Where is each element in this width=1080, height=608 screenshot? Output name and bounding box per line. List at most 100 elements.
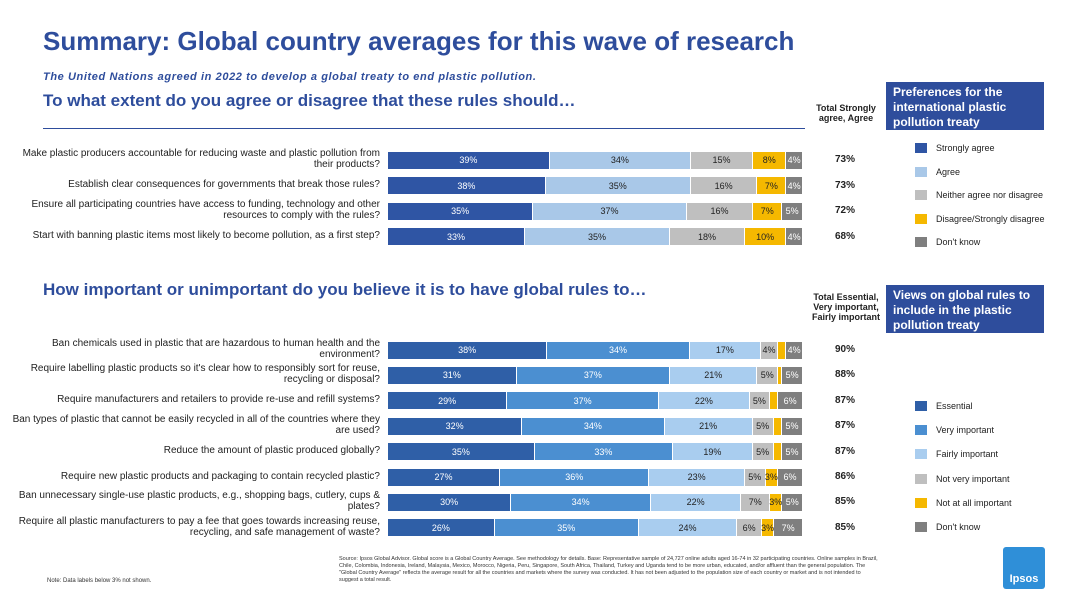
data-label: 4%: [787, 155, 801, 165]
bar-segment: 38%: [388, 341, 548, 359]
bar-segment: 32%: [388, 417, 523, 435]
logo: Ipsos: [1003, 547, 1045, 589]
data-label: 5%: [752, 395, 766, 406]
bar-segment: 33%: [534, 443, 674, 461]
data-label: 16%: [714, 180, 733, 191]
data-label: 8%: [762, 155, 776, 165]
data-label: 5%: [785, 421, 799, 432]
source-note: Source: Ipsos Global Advisor. Global sco…: [339, 556, 878, 583]
category-label: Ban types of plastic that cannot be easi…: [12, 414, 380, 437]
legend-swatch: [915, 522, 927, 532]
data-label: 6%: [783, 395, 797, 406]
category-label: Ban chemicals used in plastic that are h…: [52, 338, 380, 360]
bar-segment: 19%: [673, 443, 753, 461]
bar-segment: 35%: [545, 177, 691, 195]
divider: [43, 128, 805, 129]
bar-segment: 5%: [782, 417, 803, 435]
data-label: 5%: [785, 370, 799, 381]
total-value: 73%: [834, 154, 855, 165]
data-label: 27%: [434, 472, 453, 482]
total-header: Total Essential, Very important, Fairly …: [811, 292, 880, 322]
bar-segment: [777, 341, 787, 359]
legend-label: Very important: [936, 425, 995, 436]
data-label: 39%: [459, 155, 478, 165]
data-label: 3%: [764, 472, 778, 482]
total-value: 85%: [834, 496, 855, 508]
total-header: Total Strongly agree, Agree: [816, 103, 876, 123]
category-label: Make plastic producers accountable for r…: [22, 148, 380, 170]
bar-segment: 35%: [524, 228, 671, 246]
legend-title: Preferences for the international plasti…: [886, 82, 1044, 130]
legend-swatch: [915, 497, 927, 508]
data-label: 5%: [785, 206, 799, 217]
category-label: Ensure all participating countries have …: [31, 199, 380, 222]
bar-segment: 10%: [744, 228, 787, 246]
bar-segment: 18%: [670, 228, 745, 246]
legend-label: Agree: [936, 166, 961, 177]
data-label: 6%: [742, 522, 756, 533]
total-value: 86%: [834, 471, 855, 482]
bar-segment: 3%: [761, 519, 775, 537]
legend-label: Disagree/Strongly disagree: [936, 213, 1045, 224]
data-label: 37%: [573, 395, 592, 406]
data-label: 23%: [687, 472, 706, 482]
bar-segment: 6%: [778, 468, 803, 486]
data-label: 7%: [760, 206, 774, 217]
data-label: 29%: [438, 395, 457, 406]
data-label: 38%: [458, 345, 477, 355]
bar-segment: 38%: [388, 177, 546, 195]
data-label: 5%: [785, 497, 799, 508]
bar-segment: 37%: [507, 392, 660, 410]
data-label: 34%: [610, 155, 629, 165]
bar-segment: 5%: [752, 443, 774, 461]
bar-segment: 29%: [388, 392, 508, 410]
bar-segment: 8%: [753, 151, 787, 169]
bar-segment: 3%: [764, 468, 779, 486]
legend-swatch: [915, 143, 927, 153]
bar-segment: 5%: [782, 493, 803, 511]
bar-segment: 3%: [769, 493, 783, 511]
bar-segment: 5%: [782, 366, 803, 384]
data-label: 36%: [565, 472, 584, 482]
bar-segment: 6%: [737, 519, 762, 537]
data-label: 34%: [583, 421, 602, 432]
bar-segment: 5%: [757, 366, 779, 384]
bar-segment: 7%: [774, 519, 803, 537]
bar-segment: 5%: [752, 417, 774, 435]
bar-segment: 34%: [547, 341, 690, 359]
total-value: 88%: [834, 369, 855, 381]
subtitle: The United Nations agreed in 2022 to dev…: [43, 71, 537, 83]
bar-segment: 16%: [686, 202, 754, 220]
bar-segment: 6%: [778, 392, 803, 410]
bar-segment: 34%: [522, 417, 665, 435]
category-label: Start with banning plastic items most li…: [32, 230, 380, 242]
bar-segment: 27%: [388, 468, 501, 486]
data-label: 7%: [781, 522, 795, 533]
data-label: 3%: [769, 497, 783, 508]
data-label: 5%: [785, 446, 799, 457]
data-label: 4%: [762, 345, 776, 355]
bar-segment: 23%: [649, 468, 745, 486]
legend-swatch: [915, 166, 927, 177]
footnote: Note: Data labels below 3% not shown.: [47, 578, 152, 584]
data-label: 15%: [712, 155, 731, 165]
data-label: 31%: [442, 370, 461, 381]
bar-segment: [770, 392, 779, 410]
data-label: 33%: [446, 231, 465, 242]
data-label: 33%: [594, 446, 613, 457]
data-label: 5%: [756, 421, 770, 432]
total-value: 87%: [834, 420, 855, 432]
total-value: 90%: [834, 344, 855, 355]
data-label: 3%: [761, 522, 775, 533]
question: To what extent do you agree or disagree …: [43, 91, 576, 110]
bar-segment: 5%: [782, 443, 803, 461]
data-label: 22%: [686, 497, 705, 508]
bar-segment: 17%: [689, 341, 762, 359]
category-label: Require labelling plastic products so it…: [30, 363, 380, 386]
slide-title: Summary: Global country averages for thi…: [43, 26, 795, 56]
legend-label: Not at all important: [936, 497, 1012, 508]
bar-segment: 21%: [670, 366, 758, 384]
bar-segment: 37%: [516, 366, 671, 384]
data-label: 35%: [557, 522, 576, 533]
